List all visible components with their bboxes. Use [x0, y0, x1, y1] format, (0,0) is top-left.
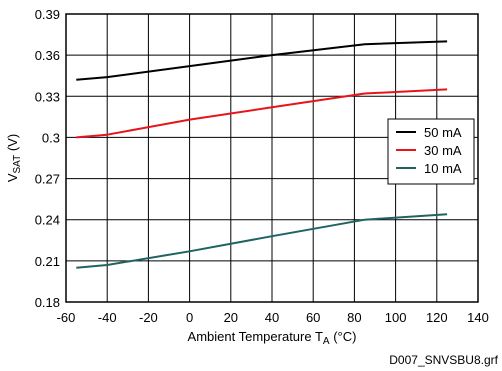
y-tick-label: 0.33	[35, 89, 60, 104]
x-tick-label: 120	[426, 310, 448, 325]
y-tick-label: 0.3	[42, 130, 60, 145]
legend-box	[387, 118, 475, 185]
y-axis-title: VSAT (V)	[5, 134, 23, 182]
y-tick-label: 0.21	[35, 254, 60, 269]
x-tick-label: 60	[306, 310, 320, 325]
x-axis-title: Ambient Temperature TA (°C)	[188, 329, 357, 347]
y-tick-label: 0.39	[35, 7, 60, 22]
y-tick-label: 0.27	[35, 172, 60, 187]
y-tick-label: 0.36	[35, 48, 60, 63]
x-tick-label: 20	[224, 310, 238, 325]
series-line	[76, 88, 448, 139]
x-tick-labels: -60 -40 -20 0 20 40 60 80 100 120 140	[57, 310, 489, 325]
x-tick-label: 80	[347, 310, 361, 325]
series-line	[76, 40, 448, 81]
x-tick-label: 100	[385, 310, 407, 325]
y-tick-label: 0.24	[35, 213, 60, 228]
legend: 50 mA 30 mA 10 mA	[387, 118, 475, 185]
legend-label: 10 mA	[424, 161, 462, 176]
plot-frame	[65, 13, 479, 303]
x-tick-label: 0	[186, 310, 193, 325]
x-tick-label: -60	[57, 310, 76, 325]
legend-label: 50 mA	[424, 125, 462, 140]
series-line	[76, 213, 448, 269]
x-tick-label: -20	[139, 310, 158, 325]
legend-label: 30 mA	[424, 143, 462, 158]
series-lines	[76, 40, 448, 269]
x-tick-label: 140	[467, 310, 489, 325]
y-tick-label: 0.18	[35, 295, 60, 310]
x-tick-label: -40	[98, 310, 117, 325]
x-tick-label: 40	[265, 310, 279, 325]
y-tick-labels: 0.18 0.21 0.24 0.27 0.3 0.33 0.36 0.39	[35, 7, 60, 310]
footer-label: D007_SNVSBU8.grf	[389, 353, 498, 367]
